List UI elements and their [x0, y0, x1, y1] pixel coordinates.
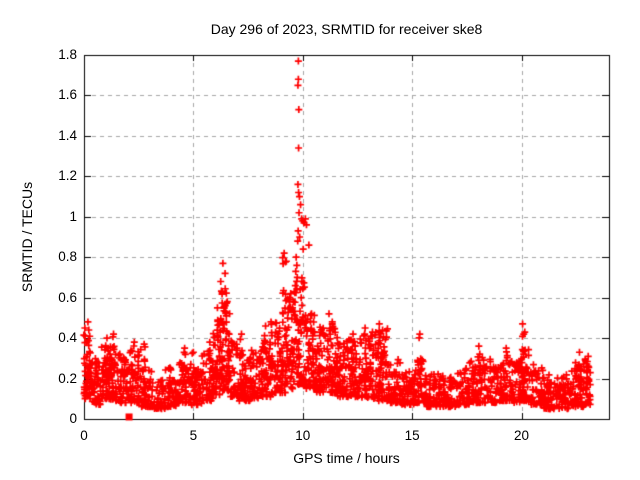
- x-tick-label: 10: [295, 428, 311, 443]
- x-tick-label: 20: [513, 428, 530, 443]
- x-tick-label: 5: [189, 428, 198, 443]
- y-tick-label: 0: [69, 411, 77, 426]
- x-axis-label: GPS time / hours: [293, 450, 400, 466]
- y-tick-label: 0.4: [58, 330, 77, 346]
- y-tick-label: 1.8: [58, 47, 77, 62]
- y-tick-label: 0.6: [58, 289, 77, 305]
- plot-title: Day 296 of 2023, SRMTID for receiver ske…: [210, 21, 483, 37]
- x-tick-label: 0: [80, 428, 88, 443]
- y-axis-label: SRMTID / TECUs: [19, 181, 35, 293]
- y-tick-label: 1.6: [58, 87, 77, 103]
- y-tick-label: 0.8: [58, 249, 77, 265]
- y-tick-label: 1: [69, 208, 77, 224]
- y-tick-label: 1.2: [58, 168, 77, 184]
- y-tick-label: 1.4: [58, 127, 77, 143]
- x-tick-label: 15: [404, 428, 420, 443]
- y-tick-label: 0.2: [58, 370, 77, 386]
